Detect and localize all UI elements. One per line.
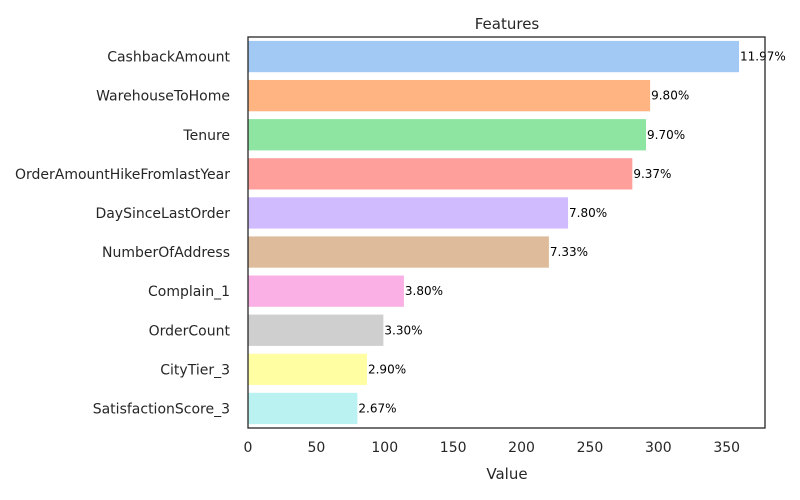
data-label: 3.30% bbox=[384, 323, 422, 337]
category-label: NumberOfAddress bbox=[102, 245, 230, 261]
bar-complain-1 bbox=[248, 275, 404, 307]
category-labels: CashbackAmount WarehouseToHome Tenure Order… bbox=[15, 50, 231, 418]
data-label: 9.80% bbox=[651, 89, 689, 103]
bar-ordercount bbox=[248, 314, 384, 346]
x-axis-ticks: 0 50 100 150 200 250 300 350 bbox=[244, 440, 741, 456]
category-label: DaySinceLastOrder bbox=[95, 206, 230, 222]
x-tick-label: 0 bbox=[244, 440, 253, 456]
bar-satisfactionscore-3 bbox=[248, 392, 358, 425]
data-label: 9.70% bbox=[647, 128, 685, 142]
category-label: OrderAmountHikeFromlastYear bbox=[15, 167, 230, 183]
category-label: WarehouseToHome bbox=[96, 89, 230, 105]
category-label: Tenure bbox=[182, 128, 230, 144]
data-label: 3.80% bbox=[405, 284, 443, 298]
bars-group: 11.97% 9.80% 9.70% 9.37% 7.80% 7.33% 3.80% 3.30… bbox=[248, 40, 786, 425]
bar-daysincelastorder bbox=[248, 197, 569, 229]
x-axis-label: Value bbox=[486, 465, 527, 483]
x-tick-label: 250 bbox=[577, 440, 604, 456]
plot-frame bbox=[247, 36, 766, 429]
x-tick-label: 50 bbox=[307, 440, 325, 456]
x-tick-label: 200 bbox=[508, 440, 535, 456]
bar-orderamounthikefromlastyear bbox=[248, 158, 633, 190]
data-label: 2.90% bbox=[368, 362, 406, 376]
x-tick-label: 100 bbox=[371, 440, 398, 456]
category-label: SatisfactionScore_3 bbox=[93, 401, 230, 417]
x-tick-label: 350 bbox=[713, 440, 740, 456]
category-label: CityTier_3 bbox=[160, 362, 230, 378]
data-label: 7.80% bbox=[569, 206, 607, 220]
data-label: 2.67% bbox=[358, 401, 396, 415]
category-label: OrderCount bbox=[149, 323, 231, 339]
chart-title: Features bbox=[475, 15, 540, 33]
data-label: 11.97% bbox=[740, 50, 786, 64]
x-tick-label: 150 bbox=[440, 440, 467, 456]
category-label: CashbackAmount bbox=[107, 50, 230, 66]
bar-cashbackamount bbox=[248, 40, 740, 73]
bar-tenure bbox=[248, 119, 647, 151]
bar-numberofaddress bbox=[248, 236, 549, 268]
category-label: Complain_1 bbox=[148, 284, 230, 300]
bar-citytier-3 bbox=[248, 353, 367, 385]
x-tick-label: 300 bbox=[645, 440, 672, 456]
bar-warehousetohome bbox=[248, 80, 651, 112]
data-label: 7.33% bbox=[550, 245, 588, 259]
data-label: 9.37% bbox=[633, 167, 671, 181]
